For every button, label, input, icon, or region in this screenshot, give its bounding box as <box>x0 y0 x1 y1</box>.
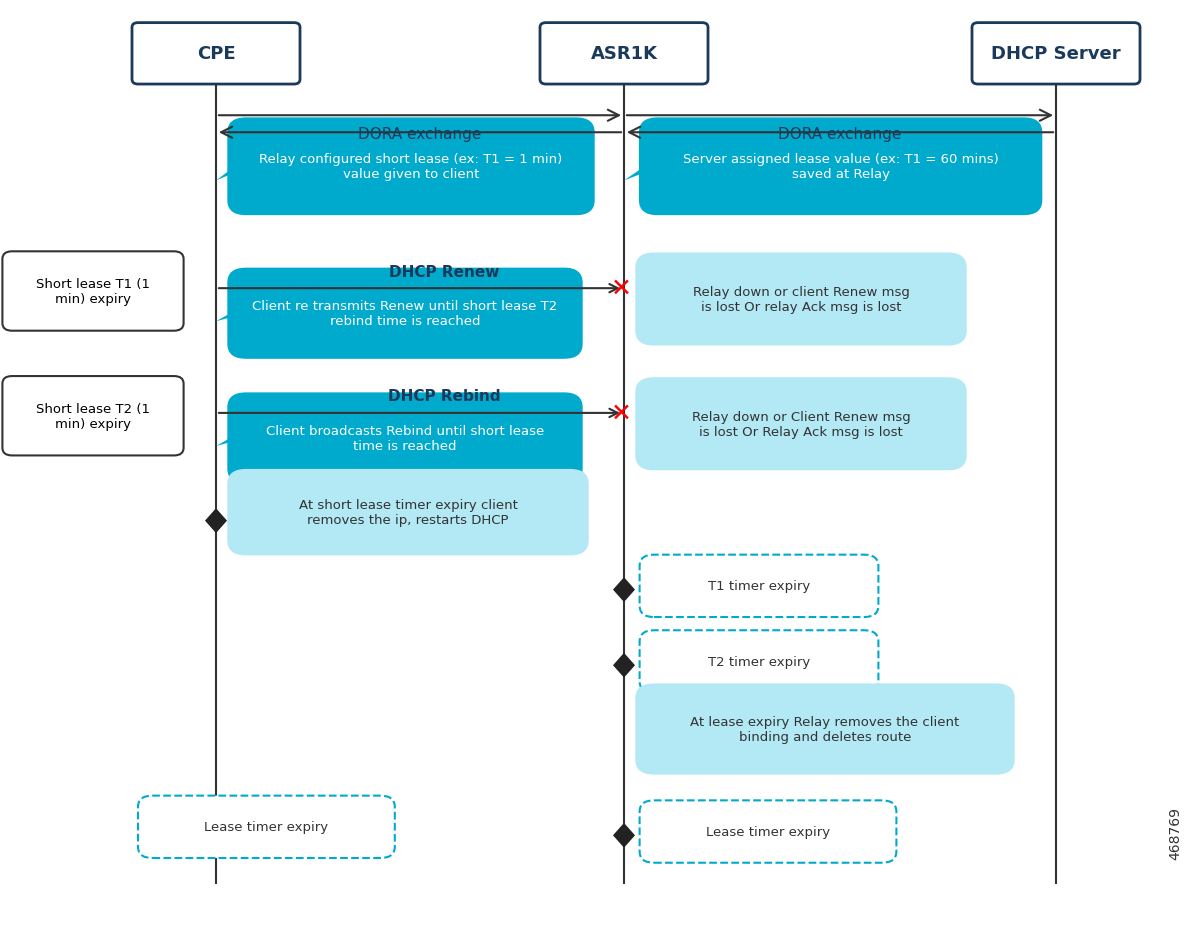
Polygon shape <box>216 298 258 322</box>
FancyBboxPatch shape <box>636 254 966 346</box>
Text: Lease timer expiry: Lease timer expiry <box>706 825 830 838</box>
Text: Client re transmits Renew until short lease T2
rebind time is reached: Client re transmits Renew until short le… <box>252 300 558 328</box>
FancyBboxPatch shape <box>640 631 878 693</box>
Text: Lease timer expiry: Lease timer expiry <box>204 820 329 834</box>
Polygon shape <box>624 150 670 181</box>
Text: DORA exchange: DORA exchange <box>779 126 901 142</box>
Text: Relay configured short lease (ex: T1 = 1 min)
value given to client: Relay configured short lease (ex: T1 = 1… <box>259 153 563 181</box>
FancyBboxPatch shape <box>228 470 588 555</box>
FancyBboxPatch shape <box>228 119 594 215</box>
Text: 468769: 468769 <box>1168 806 1182 859</box>
Text: T2 timer expiry: T2 timer expiry <box>708 655 810 668</box>
FancyBboxPatch shape <box>2 252 184 331</box>
Text: ✕: ✕ <box>611 277 632 301</box>
Polygon shape <box>216 423 258 447</box>
Polygon shape <box>614 824 634 847</box>
FancyBboxPatch shape <box>972 24 1140 85</box>
Text: Short lease T2 (1
min) expiry: Short lease T2 (1 min) expiry <box>36 402 150 430</box>
FancyBboxPatch shape <box>640 555 878 617</box>
FancyBboxPatch shape <box>138 796 395 858</box>
Text: Short lease T1 (1
min) expiry: Short lease T1 (1 min) expiry <box>36 278 150 306</box>
FancyBboxPatch shape <box>228 269 582 359</box>
FancyBboxPatch shape <box>640 801 896 863</box>
FancyBboxPatch shape <box>636 379 966 470</box>
Text: T1 timer expiry: T1 timer expiry <box>708 580 810 593</box>
Text: Relay down or client Renew msg
is lost Or relay Ack msg is lost: Relay down or client Renew msg is lost O… <box>692 286 910 313</box>
Text: DHCP Renew: DHCP Renew <box>389 264 499 279</box>
FancyBboxPatch shape <box>132 24 300 85</box>
FancyBboxPatch shape <box>540 24 708 85</box>
Text: ASR1K: ASR1K <box>590 45 658 63</box>
Text: Relay down or Client Renew msg
is lost Or Relay Ack msg is lost: Relay down or Client Renew msg is lost O… <box>691 411 911 438</box>
Polygon shape <box>216 150 258 181</box>
Text: DHCP Rebind: DHCP Rebind <box>388 389 500 404</box>
FancyBboxPatch shape <box>2 377 184 456</box>
Text: At lease expiry Relay removes the client
binding and deletes route: At lease expiry Relay removes the client… <box>690 716 960 743</box>
Text: ✕: ✕ <box>611 401 632 426</box>
Text: CPE: CPE <box>197 45 235 63</box>
Polygon shape <box>614 654 634 677</box>
FancyBboxPatch shape <box>636 684 1014 774</box>
Text: At short lease timer expiry client
removes the ip, restarts DHCP: At short lease timer expiry client remov… <box>299 498 517 527</box>
Polygon shape <box>206 510 226 532</box>
FancyBboxPatch shape <box>228 394 582 483</box>
Text: DHCP Server: DHCP Server <box>991 45 1121 63</box>
Text: Client broadcasts Rebind until short lease
time is reached: Client broadcasts Rebind until short lea… <box>266 425 544 452</box>
Text: Server assigned lease value (ex: T1 = 60 mins)
saved at Relay: Server assigned lease value (ex: T1 = 60… <box>683 153 998 181</box>
FancyBboxPatch shape <box>640 119 1042 215</box>
Text: DORA exchange: DORA exchange <box>359 126 481 142</box>
Polygon shape <box>614 579 634 601</box>
